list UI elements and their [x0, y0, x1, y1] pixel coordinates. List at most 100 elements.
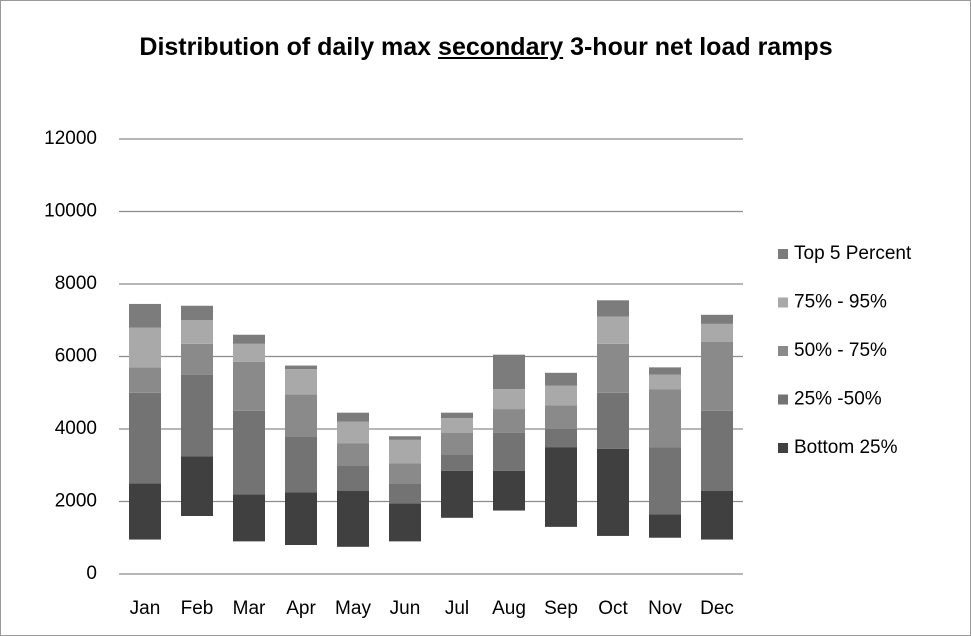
bar-segment: [649, 538, 681, 574]
bar-segment: [389, 463, 421, 484]
bar-segment: [493, 389, 525, 410]
bar-segment: [285, 545, 317, 574]
bar-segment: [441, 418, 473, 433]
legend-swatch: [778, 297, 788, 308]
bar-segment: [337, 443, 369, 466]
chart-title: Distribution of daily max secondary 3-ho…: [121, 29, 851, 65]
y-tick-label: 8000: [55, 273, 97, 294]
bar-segment: [649, 514, 681, 538]
bar-segment: [545, 385, 577, 406]
bar-segment: [701, 314, 733, 324]
y-tick-label: 12000: [44, 128, 97, 149]
bar-segment: [129, 367, 161, 393]
y-tick-label: 2000: [55, 491, 97, 512]
bar-segment: [441, 412, 473, 419]
legend-swatch: [778, 394, 788, 405]
x-tick-label: Aug: [492, 598, 526, 619]
bar-segment: [233, 410, 265, 495]
legend-swatch: [778, 346, 788, 356]
bar-segment: [701, 490, 733, 540]
title-part: secondary: [438, 33, 564, 61]
bar-segment: [649, 367, 681, 375]
bar-segment: [129, 327, 161, 368]
legend-swatch: [778, 249, 788, 259]
bar-segment: [233, 361, 265, 411]
bar-segment: [493, 511, 525, 574]
bar-segment: [389, 541, 421, 574]
bar-segment: [129, 540, 161, 574]
bar-segment: [493, 470, 525, 511]
bar-segment: [441, 518, 473, 574]
x-tick-label: Jul: [445, 598, 469, 619]
bar-segment: [233, 334, 265, 344]
bar-segment: [337, 421, 369, 444]
bar-segment: [545, 405, 577, 429]
bar-segment: [389, 436, 421, 440]
bar-segment: [389, 439, 421, 464]
bar-segment: [389, 483, 421, 504]
bar-segment: [129, 303, 161, 328]
bar-segment: [337, 465, 369, 491]
bar-segment: [493, 354, 525, 390]
y-tick-label: 4000: [55, 418, 97, 439]
bar-segment: [285, 365, 317, 370]
x-tick-label: Dec: [700, 598, 734, 619]
legend-label: 25% -50%: [794, 389, 882, 410]
legend-label: 50% - 75%: [794, 340, 887, 361]
bar-segment: [337, 547, 369, 574]
bar-segment: [545, 429, 577, 448]
bar-segment: [597, 536, 629, 574]
bar-segment: [701, 540, 733, 574]
legend-label: Top 5 Percent: [794, 243, 912, 264]
x-tick-label: Mar: [233, 598, 266, 619]
bar-segment: [649, 389, 681, 448]
bar-segment: [337, 490, 369, 547]
x-tick-label: May: [335, 598, 371, 619]
title-part: Distribution of daily max: [139, 33, 432, 61]
legend-label: Bottom 25%: [794, 437, 898, 458]
bar-segment: [597, 300, 629, 317]
bar-segment: [181, 374, 213, 457]
bar-segment: [545, 372, 577, 386]
bar-segment: [285, 492, 317, 545]
bar-segment: [441, 470, 473, 518]
x-tick-label: Feb: [181, 598, 214, 619]
bar-segment: [285, 394, 317, 437]
x-tick-label: Apr: [286, 598, 316, 619]
bar-segment: [129, 392, 161, 484]
bar-segment: [233, 541, 265, 574]
bar-segment: [181, 516, 213, 574]
x-tick-label: Sep: [544, 598, 578, 619]
y-tick-label: 6000: [55, 346, 97, 367]
bar-segment: [701, 410, 733, 491]
bar-segment: [181, 305, 213, 321]
bar-segment: [597, 392, 629, 449]
bar-segment: [441, 454, 473, 471]
legend-swatch: [778, 443, 788, 453]
bar-segment: [285, 436, 317, 493]
bar-segment: [233, 343, 265, 362]
bar-segment: [597, 343, 629, 393]
bar-segment: [493, 409, 525, 433]
bar-segment: [597, 316, 629, 344]
y-tick-label: 0: [86, 563, 97, 584]
bar-segment: [181, 456, 213, 516]
x-tick-label: Jan: [130, 598, 161, 619]
title-part: 3-hour net load ramps: [570, 33, 833, 61]
bar-segment: [285, 369, 317, 395]
bar-segment: [597, 448, 629, 536]
x-tick-label: Nov: [648, 598, 682, 619]
bar-segment: [233, 494, 265, 542]
bar-segment: [649, 374, 681, 390]
x-tick-label: Oct: [598, 598, 628, 619]
bar-segment: [493, 432, 525, 471]
bar-segment: [129, 483, 161, 540]
bar-segment: [181, 343, 213, 375]
legend-label: 75% - 95%: [794, 292, 887, 313]
bar-segment: [545, 447, 577, 527]
bar-segment: [389, 503, 421, 542]
bar-segment: [701, 342, 733, 411]
bar-segment: [441, 432, 473, 455]
